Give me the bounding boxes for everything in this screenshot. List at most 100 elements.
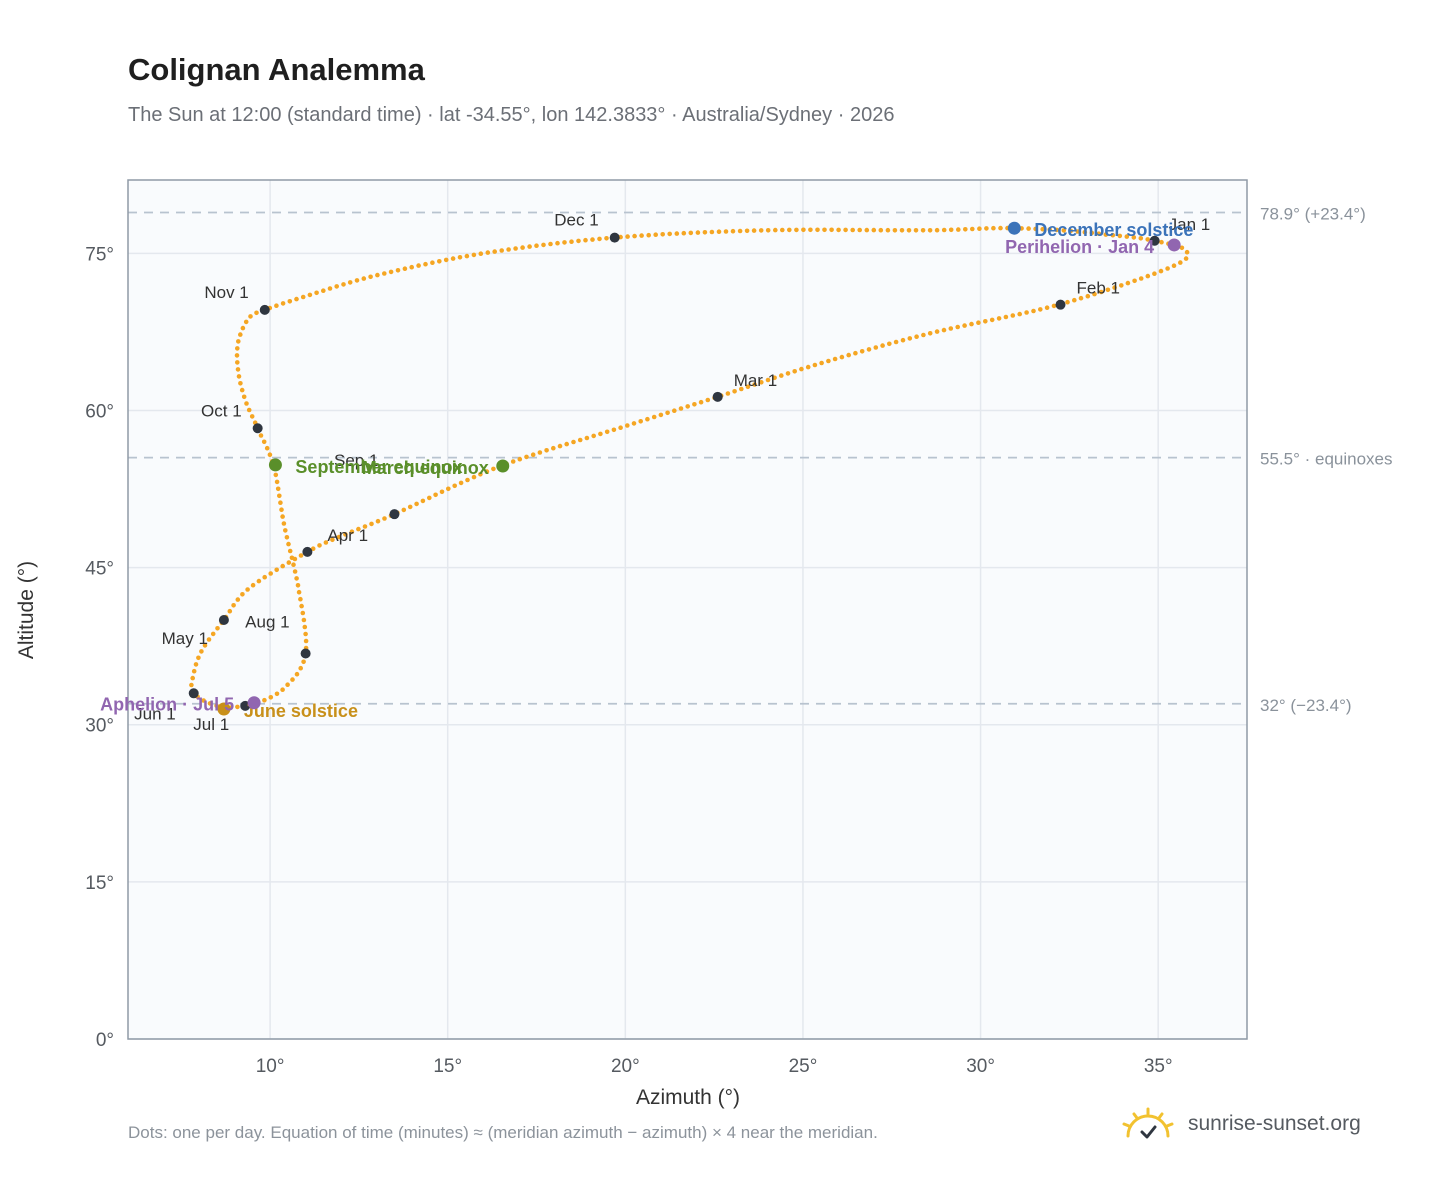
daily-dot bbox=[330, 537, 335, 543]
month-label: May 1 bbox=[162, 629, 208, 648]
month-marker bbox=[218, 614, 229, 625]
daily-dot bbox=[368, 274, 373, 280]
daily-dot bbox=[739, 386, 744, 392]
daily-dot bbox=[471, 252, 477, 258]
daily-dot bbox=[1054, 227, 1059, 233]
y-tick-label: 60° bbox=[85, 401, 114, 422]
daily-dot bbox=[210, 631, 216, 637]
daily-dot bbox=[576, 238, 581, 244]
daily-dot bbox=[290, 677, 295, 682]
daily-dot bbox=[303, 638, 309, 644]
daily-dot bbox=[843, 227, 848, 233]
daily-dot bbox=[772, 375, 777, 381]
month-marker bbox=[389, 509, 400, 520]
daily-dot bbox=[414, 501, 419, 507]
daily-dot bbox=[401, 507, 407, 513]
daily-dot bbox=[569, 239, 574, 244]
daily-dot bbox=[296, 589, 302, 595]
month-label: Apr 1 bbox=[327, 526, 368, 545]
daily-dot bbox=[537, 450, 543, 455]
daily-dot bbox=[1131, 235, 1137, 240]
daily-dot bbox=[268, 571, 274, 576]
daily-dot bbox=[382, 271, 387, 276]
daily-dot bbox=[375, 272, 380, 278]
daily-dot bbox=[274, 303, 279, 309]
daily-dot bbox=[202, 643, 208, 648]
daily-dot bbox=[836, 227, 841, 233]
reference-line-label: 55.5° · equinoxes bbox=[1260, 450, 1393, 469]
daily-dot bbox=[970, 226, 975, 232]
daily-dot bbox=[485, 250, 491, 255]
daily-dot bbox=[859, 349, 865, 354]
daily-dot bbox=[725, 391, 731, 396]
daily-dot bbox=[513, 246, 518, 251]
daily-dot bbox=[273, 472, 279, 478]
month-label: Jul 1 bbox=[193, 715, 229, 734]
daily-dot bbox=[976, 320, 981, 326]
daily-dot bbox=[1145, 273, 1151, 279]
daily-dot bbox=[805, 364, 811, 370]
daily-dot bbox=[294, 576, 299, 581]
daily-dot bbox=[723, 229, 729, 234]
daily-dot bbox=[250, 582, 256, 588]
daily-dot bbox=[1026, 226, 1031, 231]
daily-dot bbox=[193, 662, 199, 667]
daily-dot bbox=[705, 397, 711, 403]
daily-dot bbox=[235, 367, 241, 372]
daily-dot bbox=[354, 278, 360, 283]
daily-dot bbox=[347, 280, 353, 285]
daily-dot bbox=[280, 301, 286, 306]
daily-dot bbox=[562, 240, 567, 245]
daily-dot bbox=[457, 254, 463, 260]
daily-dot bbox=[409, 264, 415, 270]
daily-dot bbox=[298, 665, 304, 671]
daily-dot bbox=[375, 518, 381, 524]
daily-dot bbox=[207, 701, 213, 706]
daily-dot bbox=[948, 326, 954, 331]
daily-dot bbox=[301, 659, 306, 665]
daily-dot bbox=[235, 346, 240, 351]
event-marker bbox=[1007, 221, 1021, 235]
daily-dot bbox=[674, 231, 680, 236]
daily-dot bbox=[1179, 245, 1185, 251]
daily-dot bbox=[478, 472, 483, 477]
brand-logo[interactable]: sunrise-sunset.org bbox=[1120, 1104, 1361, 1144]
daily-dot bbox=[231, 603, 236, 608]
daily-dot bbox=[625, 234, 630, 239]
daily-dot bbox=[651, 414, 657, 420]
daily-dot bbox=[295, 583, 301, 588]
daily-dot bbox=[300, 294, 306, 300]
daily-dot bbox=[611, 427, 617, 433]
daily-dot bbox=[1138, 276, 1144, 281]
daily-dot bbox=[921, 332, 926, 338]
x-tick-label: 10° bbox=[256, 1056, 285, 1077]
daily-dot bbox=[1010, 313, 1016, 318]
daily-dot bbox=[407, 504, 413, 510]
daily-dot bbox=[235, 597, 241, 602]
daily-dot bbox=[900, 337, 906, 343]
daily-dot bbox=[977, 226, 982, 231]
daily-dot bbox=[780, 227, 785, 233]
daily-dot bbox=[551, 445, 556, 451]
daily-dot bbox=[880, 343, 885, 348]
daily-dot bbox=[307, 292, 313, 298]
daily-dot bbox=[236, 374, 242, 379]
month-marker bbox=[712, 391, 723, 402]
daily-dot bbox=[506, 247, 511, 252]
daily-dot bbox=[801, 227, 806, 233]
daily-dot bbox=[236, 339, 241, 344]
daily-dot bbox=[685, 404, 690, 409]
daily-dot bbox=[996, 316, 1002, 321]
daily-dot bbox=[934, 227, 940, 233]
daily-dot bbox=[491, 466, 496, 472]
daily-dot bbox=[280, 563, 286, 569]
daily-dot bbox=[829, 227, 834, 233]
daily-dot bbox=[571, 439, 576, 445]
daily-dot bbox=[248, 314, 253, 319]
daily-dot bbox=[439, 489, 445, 495]
daily-dot bbox=[191, 668, 197, 674]
daily-dot bbox=[773, 227, 778, 233]
daily-dot bbox=[1103, 232, 1109, 237]
daily-dot bbox=[1132, 278, 1137, 284]
daily-dot bbox=[430, 260, 435, 266]
